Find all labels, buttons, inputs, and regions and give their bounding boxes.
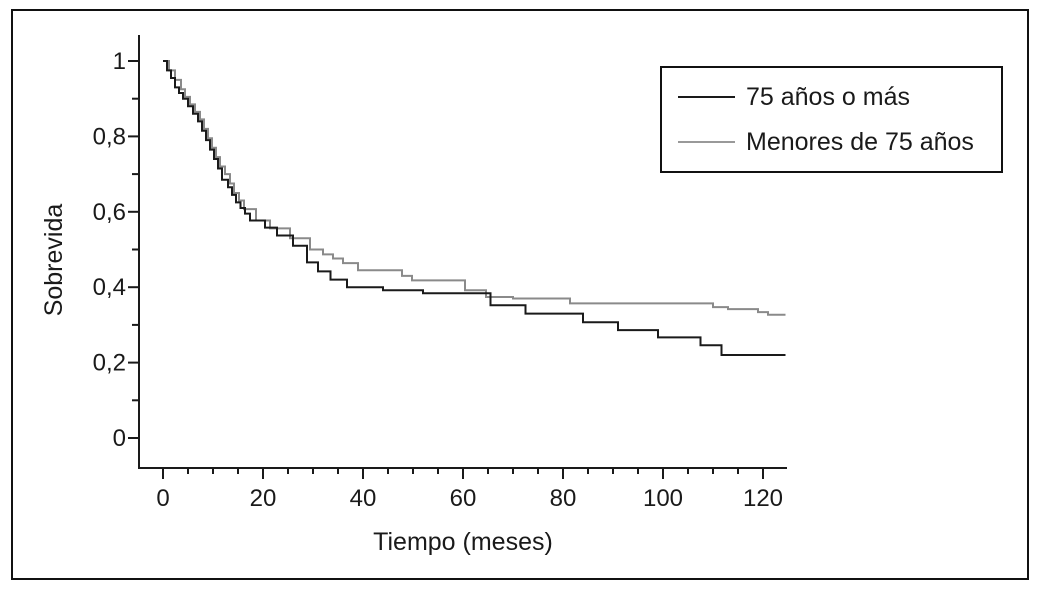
y-tick-label: 0,4 [93,274,126,301]
x-tick-label: 0 [156,485,169,512]
legend-line-black-icon [678,96,735,98]
x-tick-label: 20 [250,485,277,512]
x-tick-label: 40 [350,485,377,512]
survival-curve-under-75 [163,60,786,316]
survival-curve-75-or-more [163,60,786,357]
x-axis-title: Tiempo (meses) [373,528,553,556]
y-tick-label: 0,6 [93,199,126,226]
x-tick-label: 100 [643,485,683,512]
y-tick-label: 0,8 [93,123,126,150]
legend: 75 años o más Menores de 75 años [660,66,1003,173]
y-tick-label: 0,2 [93,350,126,377]
x-tick-label: 120 [743,485,783,512]
x-tick-label: 60 [450,485,477,512]
legend-label-75-or-more: 75 años o más [746,82,910,111]
y-tick-label: 0 [113,425,126,452]
y-tick-label: 1 [113,48,126,75]
y-axis-title: Sobrevida [40,203,68,317]
legend-line-gray-icon [678,141,735,143]
x-tick-label: 80 [550,485,577,512]
legend-label-under-75: Menores de 75 años [746,127,974,156]
legend-item-75-or-more: 75 años o más [678,82,1001,113]
legend-item-under-75: Menores de 75 años [678,127,1001,158]
